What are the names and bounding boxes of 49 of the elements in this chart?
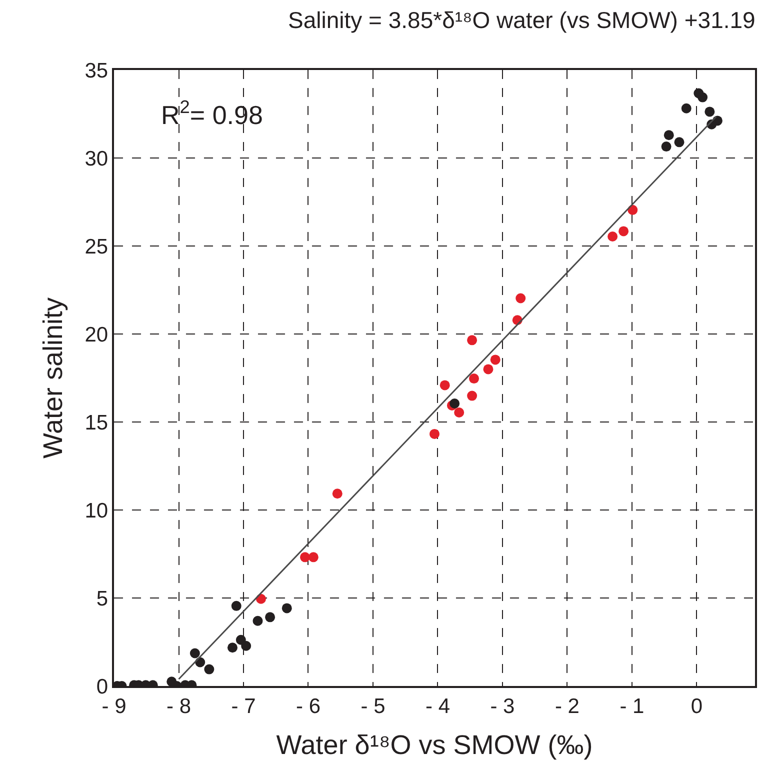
point — [467, 335, 478, 346]
point — [618, 226, 629, 236]
point — [608, 232, 618, 242]
point — [698, 92, 708, 102]
point — [469, 374, 479, 384]
x-tick-label: 0 — [690, 694, 703, 718]
y-axis-title: Water salinity — [38, 296, 68, 459]
x-tick-label: - 2 — [554, 694, 580, 718]
point — [252, 616, 263, 626]
point — [661, 142, 672, 152]
x-axis-title: Water δ¹⁸O vs SMOW (‰) — [276, 730, 593, 760]
y-tick-label: 15 — [84, 411, 108, 434]
y-tick-label: 35 — [84, 59, 108, 82]
y-tick-label: 20 — [84, 323, 108, 346]
x-tick-label: - 3 — [490, 694, 515, 718]
point — [704, 106, 715, 117]
point — [241, 640, 252, 651]
y-tick-label: 5 — [96, 587, 108, 610]
point — [681, 103, 692, 114]
x-tick-label: - 4 — [425, 694, 450, 718]
point — [308, 552, 318, 562]
point — [282, 603, 292, 614]
x-tick-label: - 5 — [360, 694, 386, 718]
point — [490, 354, 500, 365]
point — [265, 612, 276, 622]
point — [664, 130, 674, 140]
point — [483, 364, 494, 374]
point — [190, 648, 200, 658]
annotation: R$^{2}$= 0.98 — [161, 97, 263, 130]
point — [204, 664, 214, 674]
point — [467, 390, 478, 401]
point — [227, 642, 238, 653]
x-tick-label: - 1 — [620, 694, 644, 718]
point — [231, 600, 242, 611]
y-tick-label: 25 — [84, 235, 108, 258]
point — [300, 552, 310, 562]
point — [430, 428, 440, 439]
point — [454, 408, 464, 418]
x-tick-label: - 6 — [296, 694, 320, 718]
point — [332, 488, 342, 499]
y-tick-label: 10 — [84, 499, 108, 522]
y-tick-label: 30 — [84, 147, 108, 170]
point — [440, 380, 450, 390]
point — [674, 137, 684, 148]
point — [450, 398, 460, 409]
chart-title: Salinity = 3.85*δ¹⁸O water (vs SMOW) +31.19 — [288, 6, 756, 33]
point — [516, 293, 526, 304]
x-tick-label: - 8 — [166, 694, 192, 718]
x-tick-label: - 7 — [231, 694, 256, 718]
